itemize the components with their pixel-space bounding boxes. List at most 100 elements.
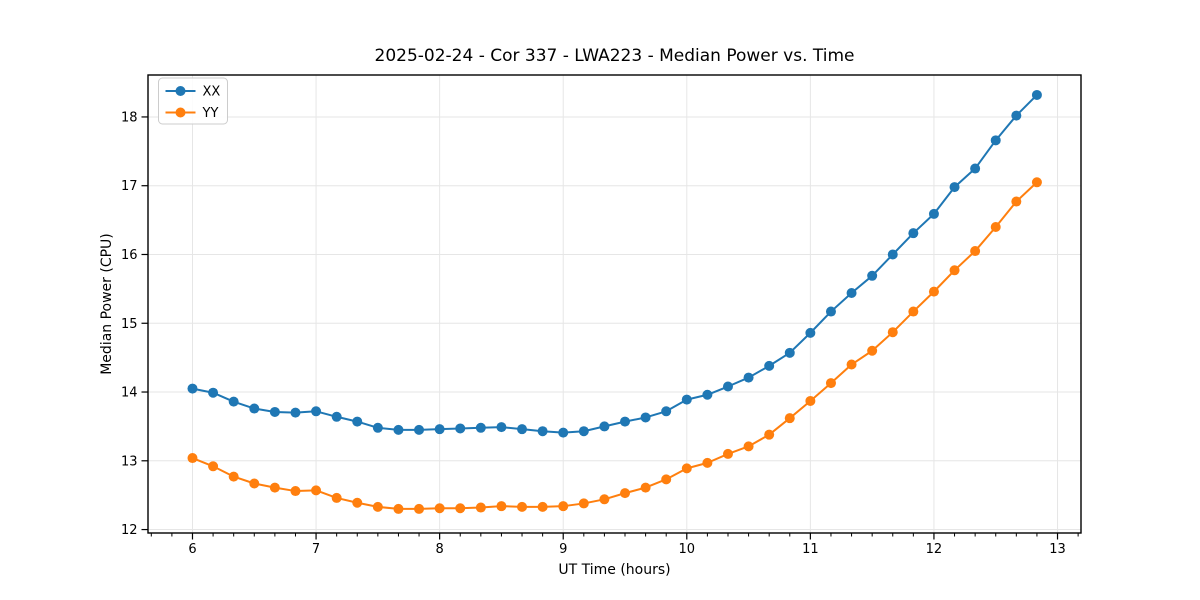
gridlines xyxy=(148,75,1081,533)
data-point-YY-35 xyxy=(908,306,919,317)
x-tick-label-10: 10 xyxy=(679,542,696,557)
data-point-YY-40 xyxy=(1011,196,1022,207)
y-tick-label-16: 16 xyxy=(121,248,138,263)
data-point-YY-29 xyxy=(784,413,795,424)
data-point-XX-4 xyxy=(269,406,280,417)
data-point-YY-14 xyxy=(475,502,486,513)
y-axis-label: Median Power (CPU) xyxy=(99,233,115,375)
data-point-YY-33 xyxy=(867,345,878,356)
data-point-YY-36 xyxy=(928,286,939,297)
data-point-XX-13 xyxy=(455,423,466,434)
data-point-YY-1 xyxy=(208,461,219,472)
data-point-YY-6 xyxy=(311,485,322,496)
legend: XX YY xyxy=(158,77,228,125)
data-point-XX-40 xyxy=(1011,110,1022,121)
data-point-XX-31 xyxy=(825,306,836,317)
data-point-XX-14 xyxy=(475,422,486,433)
data-point-YY-37 xyxy=(949,265,960,276)
data-point-YY-21 xyxy=(620,488,630,499)
data-point-YY-16 xyxy=(517,501,528,512)
series-YY xyxy=(187,177,1042,514)
data-point-YY-18 xyxy=(558,501,569,512)
data-point-YY-17 xyxy=(537,501,548,512)
chart-title: 2025-02-24 - Cor 337 - LWA223 - Median P… xyxy=(374,46,855,66)
data-point-YY-3 xyxy=(249,478,260,489)
x-tick-label-6: 6 xyxy=(188,542,196,557)
data-point-YY-23 xyxy=(661,474,672,485)
data-point-XX-23 xyxy=(661,406,672,417)
data-point-XX-30 xyxy=(805,327,816,338)
data-point-YY-11 xyxy=(414,503,425,514)
data-point-YY-10 xyxy=(393,503,404,514)
data-point-YY-20 xyxy=(599,494,610,505)
series-XX xyxy=(187,89,1042,438)
data-point-YY-32 xyxy=(846,359,857,370)
data-point-YY-2 xyxy=(228,471,239,482)
data-point-XX-3 xyxy=(249,403,260,414)
data-point-XX-21 xyxy=(620,416,630,427)
legend-label-YY: YY xyxy=(202,106,219,121)
data-point-YY-13 xyxy=(455,503,466,514)
data-point-YY-27 xyxy=(743,441,754,452)
axis-ticks: 6 7 8 9 10 11 12 13 12 13 14 15 16 17 18 xyxy=(121,110,1079,557)
data-point-XX-16 xyxy=(517,424,528,435)
x-tick-label-13: 13 xyxy=(1049,542,1066,557)
data-point-YY-24 xyxy=(681,463,692,474)
data-point-YY-7 xyxy=(331,492,342,503)
x-tick-label-8: 8 xyxy=(435,542,443,557)
data-point-XX-0 xyxy=(187,383,198,394)
data-point-XX-12 xyxy=(434,424,445,435)
data-point-XX-8 xyxy=(352,416,363,427)
data-point-XX-19 xyxy=(578,426,589,437)
data-point-YY-41 xyxy=(1031,177,1042,188)
data-point-XX-26 xyxy=(722,381,733,392)
y-tick-label-15: 15 xyxy=(121,317,138,332)
y-tick-label-17: 17 xyxy=(121,179,138,194)
data-point-YY-19 xyxy=(578,498,589,509)
data-point-YY-39 xyxy=(990,221,1001,232)
legend-label-XX: XX xyxy=(203,85,221,100)
data-point-XX-24 xyxy=(681,394,692,405)
plot-frame xyxy=(147,74,1082,534)
data-point-YY-12 xyxy=(434,503,445,514)
y-tick-label-18: 18 xyxy=(121,110,138,125)
data-point-XX-2 xyxy=(228,396,239,407)
data-point-XX-10 xyxy=(393,424,404,435)
data-point-XX-9 xyxy=(372,422,383,433)
data-point-XX-17 xyxy=(537,426,548,437)
data-point-YY-28 xyxy=(764,429,775,440)
data-point-XX-36 xyxy=(928,208,939,219)
data-point-XX-27 xyxy=(743,372,754,383)
legend-marker-YY xyxy=(175,107,186,118)
x-axis-label: UT Time (hours) xyxy=(558,562,671,578)
data-point-XX-37 xyxy=(949,182,960,193)
data-point-XX-18 xyxy=(558,427,569,438)
data-point-XX-11 xyxy=(414,424,425,435)
data-point-XX-25 xyxy=(702,389,713,400)
data-point-YY-22 xyxy=(640,482,651,493)
data-point-YY-0 xyxy=(187,453,198,464)
data-point-XX-22 xyxy=(640,412,651,423)
data-point-XX-7 xyxy=(331,411,342,422)
data-point-YY-26 xyxy=(722,448,733,459)
data-point-XX-28 xyxy=(764,360,775,371)
data-point-YY-25 xyxy=(702,457,713,468)
x-tick-label-12: 12 xyxy=(926,542,943,557)
legend-marker-XX xyxy=(175,86,186,96)
data-point-XX-35 xyxy=(908,228,919,239)
data-point-XX-1 xyxy=(208,387,219,398)
data-point-YY-9 xyxy=(372,501,383,512)
data-point-YY-34 xyxy=(887,327,898,338)
data-point-XX-29 xyxy=(784,347,795,358)
data-point-YY-15 xyxy=(496,501,507,512)
x-tick-label-7: 7 xyxy=(312,542,320,557)
y-tick-label-14: 14 xyxy=(121,386,138,401)
data-point-YY-4 xyxy=(269,482,280,493)
x-tick-label-11: 11 xyxy=(802,542,819,557)
x-tick-label-9: 9 xyxy=(559,542,567,557)
data-point-XX-32 xyxy=(846,288,857,298)
data-point-XX-33 xyxy=(867,270,878,281)
data-point-YY-38 xyxy=(970,246,981,257)
